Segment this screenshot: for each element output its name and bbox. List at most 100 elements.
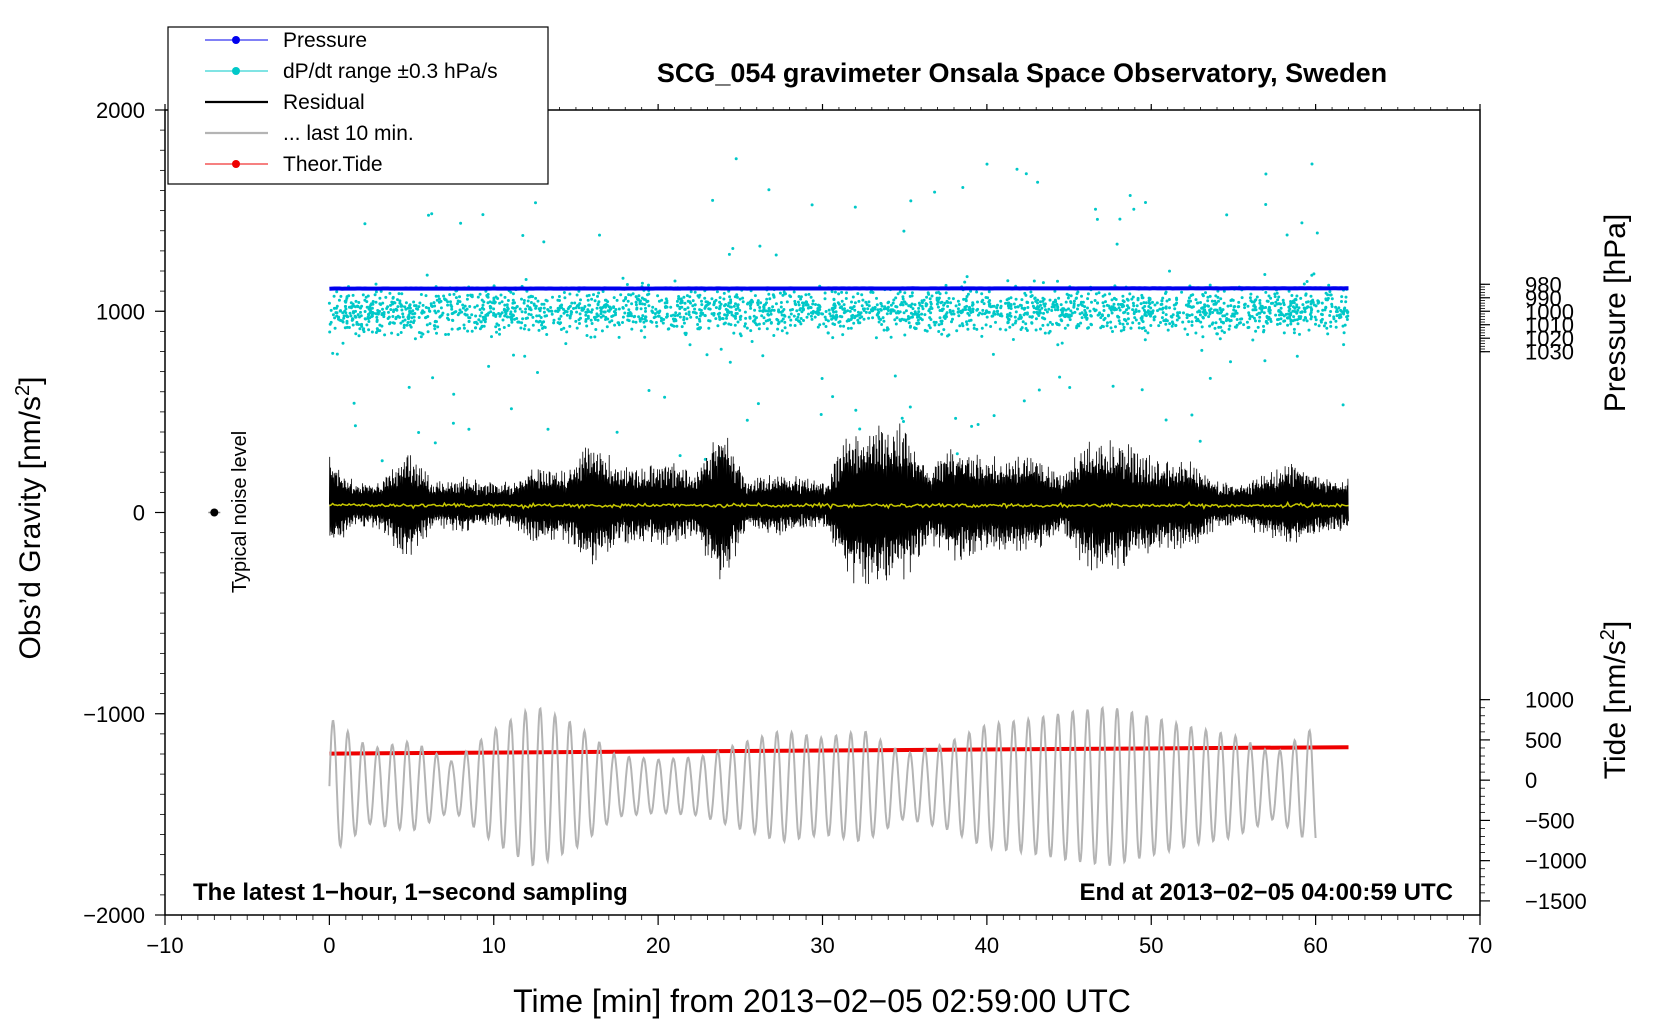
dpdt-point <box>1123 318 1127 322</box>
dpdt-point <box>1232 308 1236 312</box>
dpdt-point <box>939 301 943 305</box>
dpdt-point <box>889 311 893 315</box>
dpdt-point <box>495 330 498 334</box>
dpdt-point <box>789 318 793 322</box>
dpdt-point <box>1056 308 1060 312</box>
dpdt-point <box>436 309 440 313</box>
dpdt-point <box>640 302 644 306</box>
dpdt-point <box>552 318 556 322</box>
dpdt-point <box>653 312 657 316</box>
y-tick-label: −2000 <box>83 903 145 928</box>
dpdt-point <box>978 311 982 315</box>
dpdt-point <box>1275 291 1279 295</box>
dpdt-point <box>1166 328 1170 332</box>
dpdt-point <box>1103 293 1107 297</box>
dpdt-point <box>678 454 682 458</box>
dpdt-point <box>343 326 347 330</box>
dpdt-point <box>831 395 835 399</box>
dpdt-point <box>751 300 754 304</box>
dpdt-point <box>1134 308 1138 312</box>
dpdt-point <box>356 304 360 308</box>
dpdt-point <box>677 297 681 301</box>
dpdt-point <box>1047 331 1051 335</box>
dpdt-point <box>816 313 820 316</box>
dpdt-point <box>627 319 631 323</box>
dpdt-point <box>804 293 808 297</box>
dpdt-point <box>434 311 438 315</box>
dpdt-point <box>762 322 766 325</box>
dpdt-point <box>985 315 989 319</box>
dpdt-point <box>1004 301 1007 305</box>
dpdt-point <box>1320 301 1324 305</box>
dpdt-point <box>1328 290 1332 294</box>
dpdt-point <box>882 319 886 323</box>
dpdt-point <box>1252 303 1256 307</box>
dpdt-point <box>766 312 770 316</box>
dpdt-point <box>1248 296 1252 300</box>
dpdt-point <box>1320 317 1324 321</box>
dpdt-point <box>877 320 881 324</box>
dpdt-point <box>705 353 709 357</box>
dpdt-point <box>499 293 503 297</box>
dpdt-point <box>816 325 820 329</box>
dpdt-point <box>1237 300 1241 304</box>
dpdt-point <box>1295 294 1299 298</box>
dpdt-point <box>1301 303 1305 307</box>
dpdt-point <box>1164 313 1168 317</box>
dpdt-point <box>860 293 864 297</box>
dpdt-point <box>520 310 524 314</box>
dpdt-point <box>880 323 884 326</box>
dpdt-point <box>374 300 378 304</box>
dpdt-point <box>1009 307 1013 310</box>
dpdt-point <box>458 326 462 330</box>
dpdt-point <box>637 294 641 298</box>
dpdt-point <box>842 303 846 307</box>
dpdt-point <box>1252 316 1256 320</box>
dpdt-point <box>463 304 467 308</box>
dpdt-point <box>710 297 714 301</box>
dpdt-point <box>904 309 908 313</box>
dpdt-point <box>596 294 599 298</box>
dpdt-point <box>465 297 469 301</box>
dpdt-point <box>785 300 789 304</box>
dpdt-point <box>735 295 739 299</box>
dpdt-point <box>758 244 762 248</box>
dpdt-point <box>1213 326 1217 330</box>
dpdt-point <box>562 311 566 315</box>
dpdt-point <box>1017 317 1021 321</box>
dpdt-point <box>1297 306 1301 310</box>
x-axis-label: Time [min] from 2013−02−05 02:59:00 UTC <box>513 983 1131 1019</box>
x-tick-label: 50 <box>1139 933 1163 958</box>
dpdt-point <box>1051 322 1054 326</box>
dpdt-point <box>1306 300 1310 304</box>
dpdt-point <box>879 301 883 305</box>
dpdt-point <box>485 312 489 316</box>
dpdt-point <box>765 297 769 301</box>
dpdt-point <box>806 306 810 310</box>
dpdt-point <box>1186 304 1190 308</box>
dpdt-point <box>1014 319 1018 323</box>
dpdt-scatter <box>327 157 1350 463</box>
dpdt-point <box>478 292 482 296</box>
dpdt-point <box>425 273 429 277</box>
pressure-tick-label: 1030 <box>1525 340 1574 365</box>
dpdt-point <box>1121 322 1125 326</box>
dpdt-point <box>1245 320 1249 324</box>
dpdt-point <box>534 201 537 205</box>
dpdt-point <box>1279 302 1282 306</box>
dpdt-point <box>531 323 535 327</box>
dpdt-point <box>1111 330 1114 333</box>
dpdt-point <box>1186 333 1190 336</box>
dpdt-point <box>1262 324 1265 328</box>
dpdt-point <box>745 418 749 422</box>
dpdt-point <box>328 330 332 334</box>
dpdt-point <box>859 311 863 315</box>
dpdt-point <box>1300 310 1304 314</box>
dpdt-point <box>400 292 404 296</box>
dpdt-point <box>434 294 438 298</box>
dpdt-point <box>1041 316 1044 320</box>
dpdt-point <box>1114 325 1117 329</box>
dpdt-point <box>676 313 680 317</box>
dpdt-point <box>387 315 391 319</box>
dpdt-point <box>1032 279 1036 283</box>
